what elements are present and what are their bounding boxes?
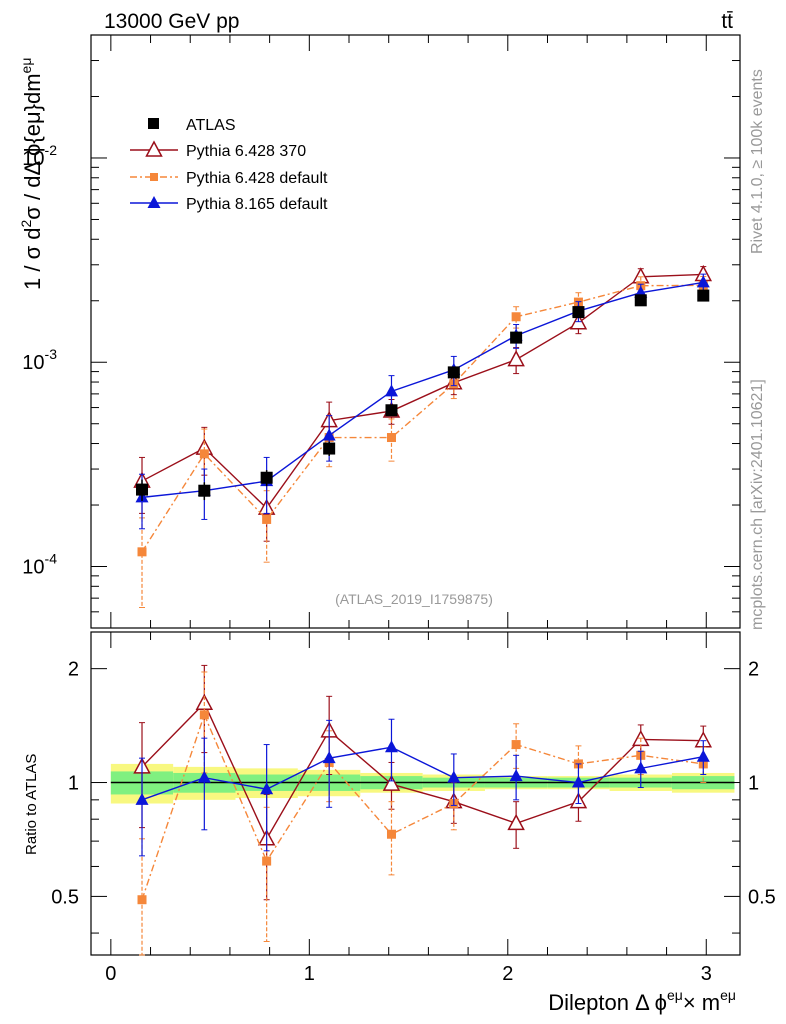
atlas-data-point bbox=[260, 471, 273, 484]
ratio-point-pythia8 bbox=[571, 775, 585, 788]
energy-label: 13000 GeV pp bbox=[104, 10, 239, 33]
ratio-y-tick-label-right: 1 bbox=[748, 773, 759, 795]
axes-layer: 10-4 10-3 10-2 0.5 0.5 1 1 2 2 0 1 2 3 bbox=[22, 34, 776, 985]
ratio-point-pythia8 bbox=[696, 749, 710, 762]
ratio-point-pythia6-default bbox=[137, 895, 147, 905]
ratio-point-pythia6-default bbox=[199, 710, 209, 720]
main-point-pythia6-default bbox=[137, 547, 147, 557]
legend-marker-pythia6-default bbox=[150, 173, 158, 181]
ratio-y-tick-label-right: 0.5 bbox=[748, 886, 776, 908]
ratio-point-pythia8 bbox=[447, 770, 461, 783]
ratio-y-tick-label-right: 2 bbox=[748, 659, 759, 681]
x-tick-label: 2 bbox=[502, 963, 513, 985]
main-line-pythia6-default bbox=[141, 284, 704, 553]
main-point-pythia8 bbox=[696, 275, 710, 288]
rivet-label: Rivet 4.1.0, ≥ 100k events bbox=[749, 69, 766, 254]
x-tick-label: 1 bbox=[304, 963, 315, 985]
atlas-data-point bbox=[572, 306, 585, 319]
atlas-data-point bbox=[385, 404, 398, 417]
ratio-point-pythia6-default bbox=[511, 740, 521, 750]
legend-label-atlas: ATLAS bbox=[186, 117, 236, 134]
ratio-frame bbox=[90, 631, 741, 956]
ratio-point-pythia8 bbox=[509, 769, 523, 782]
x-tick-label: 3 bbox=[701, 963, 712, 985]
main-point-pythia8 bbox=[384, 384, 398, 397]
atlas-data-point bbox=[510, 331, 523, 344]
legend-marker-atlas bbox=[148, 118, 159, 129]
ratio-y-tick-label: 2 bbox=[68, 659, 79, 681]
main-point-pythia6-default bbox=[262, 514, 272, 524]
legend-label-pythia8: Pythia 8.165 default bbox=[186, 196, 328, 213]
ratio-point-pythia6-370 bbox=[382, 774, 401, 791]
main-y-axis-label: 1 / σ d2σ / dΔ ϕ{eμ}dmeμ bbox=[18, 58, 45, 290]
ratio-y-tick-label: 1 bbox=[68, 773, 79, 795]
ratio-point-pythia6-370 bbox=[507, 813, 525, 831]
ratio-point-pythia8 bbox=[322, 751, 336, 764]
main-point-pythia6-370 bbox=[507, 350, 525, 367]
x-tick-label: 0 bbox=[105, 963, 116, 985]
main-point-pythia6-default bbox=[511, 312, 521, 322]
ratio-point-pythia8 bbox=[384, 740, 398, 753]
ratio-line-pythia6-default bbox=[141, 712, 704, 900]
atlas-data-point bbox=[634, 294, 647, 307]
ratio-point-pythia8 bbox=[197, 770, 211, 783]
main-line-pythia6-370 bbox=[141, 273, 704, 510]
ratio-point-pythia6-default bbox=[262, 856, 272, 866]
analysis-label: (ATLAS_2019_I1759875) bbox=[335, 591, 493, 607]
legend-marker-pythia8 bbox=[147, 196, 161, 208]
atlas-data-point bbox=[136, 483, 149, 496]
main-line-pythia8 bbox=[141, 281, 704, 499]
ratio-point-pythia8 bbox=[634, 761, 648, 774]
ratio-point-pythia6-default bbox=[386, 829, 396, 839]
legend-label-pythia6-370: Pythia 6.428 370 bbox=[186, 143, 306, 160]
main-y-tick-label: 10-4 bbox=[22, 551, 57, 579]
x-axis-label: Dilepton Δ ϕeμ× meμ bbox=[548, 987, 736, 1015]
main-point-pythia6-default bbox=[386, 433, 396, 443]
legend-marker-pythia6-370 bbox=[145, 140, 163, 157]
ratio-point-pythia8 bbox=[135, 792, 149, 805]
main-point-pythia8 bbox=[322, 428, 336, 441]
series-layer bbox=[133, 264, 713, 956]
atlas-data-point bbox=[198, 484, 211, 497]
atlas-data-point bbox=[447, 366, 460, 379]
ratio-line-pythia8 bbox=[141, 746, 704, 801]
main-y-tick-label: 10-3 bbox=[22, 346, 57, 374]
main-frame bbox=[90, 34, 741, 629]
main-point-pythia6-default bbox=[199, 449, 209, 459]
mcplots-label: mcplots.cern.ch [arXiv:2401.10621] bbox=[749, 379, 766, 630]
atlas-data-point bbox=[697, 289, 710, 302]
legend-label-pythia6-default: Pythia 6.428 default bbox=[186, 170, 328, 187]
legend: ATLAS Pythia 6.428 370 Pythia 6.428 defa… bbox=[130, 117, 328, 213]
ratio-point-pythia8 bbox=[260, 782, 274, 795]
ratio-y-tick-label: 0.5 bbox=[51, 886, 79, 908]
atlas-data-point bbox=[323, 442, 336, 455]
ratio-y-axis-label: Ratio to ATLAS bbox=[23, 754, 40, 855]
main-y-tick-label: 10-2 bbox=[22, 142, 57, 170]
ratio-line-pythia6-370 bbox=[141, 702, 704, 841]
process-label: tt̄ bbox=[721, 10, 733, 33]
